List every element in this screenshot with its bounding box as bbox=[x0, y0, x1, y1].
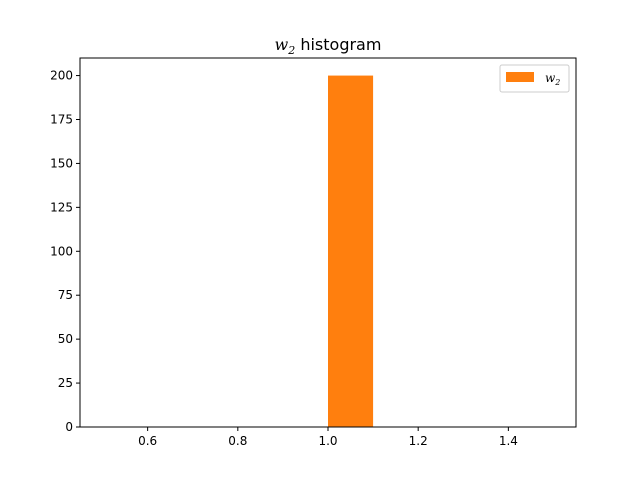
legend-box bbox=[499, 64, 570, 93]
bars bbox=[328, 75, 374, 428]
legend-label-symbol: w bbox=[545, 71, 556, 85]
y-axis-ticks: 0 25 50 75 100 125 150 175 200 bbox=[50, 69, 80, 434]
chart-title-symbol: w bbox=[275, 35, 289, 54]
y-tick-label: 150 bbox=[50, 156, 73, 170]
y-tick-label: 75 bbox=[58, 288, 73, 302]
chart-title: w2 histogram bbox=[275, 35, 382, 57]
y-tick-label: 0 bbox=[65, 420, 73, 434]
x-tick-label: 1.0 bbox=[318, 434, 337, 448]
chart-title-subscript: 2 bbox=[287, 44, 295, 57]
x-tick-label: 0.6 bbox=[138, 434, 157, 448]
y-tick-label: 175 bbox=[50, 113, 73, 127]
legend-swatch bbox=[506, 72, 534, 82]
y-tick-label: 125 bbox=[50, 200, 73, 214]
legend: w2 bbox=[499, 64, 570, 93]
legend-label-subscript: 2 bbox=[554, 78, 560, 87]
legend-label: w2 bbox=[545, 71, 560, 87]
y-tick-label: 50 bbox=[58, 332, 73, 346]
histogram-bar bbox=[328, 75, 374, 428]
y-tick-label: 200 bbox=[50, 69, 73, 83]
y-tick-label: 100 bbox=[50, 244, 73, 258]
chart-title-text: histogram bbox=[295, 35, 381, 54]
y-tick-label: 25 bbox=[58, 376, 73, 390]
x-tick-label: 0.8 bbox=[228, 434, 247, 448]
x-tick-label: 1.4 bbox=[499, 434, 518, 448]
x-tick-label: 1.2 bbox=[409, 434, 428, 448]
x-axis-ticks: 0.6 0.8 1.0 1.2 1.4 bbox=[138, 427, 518, 448]
